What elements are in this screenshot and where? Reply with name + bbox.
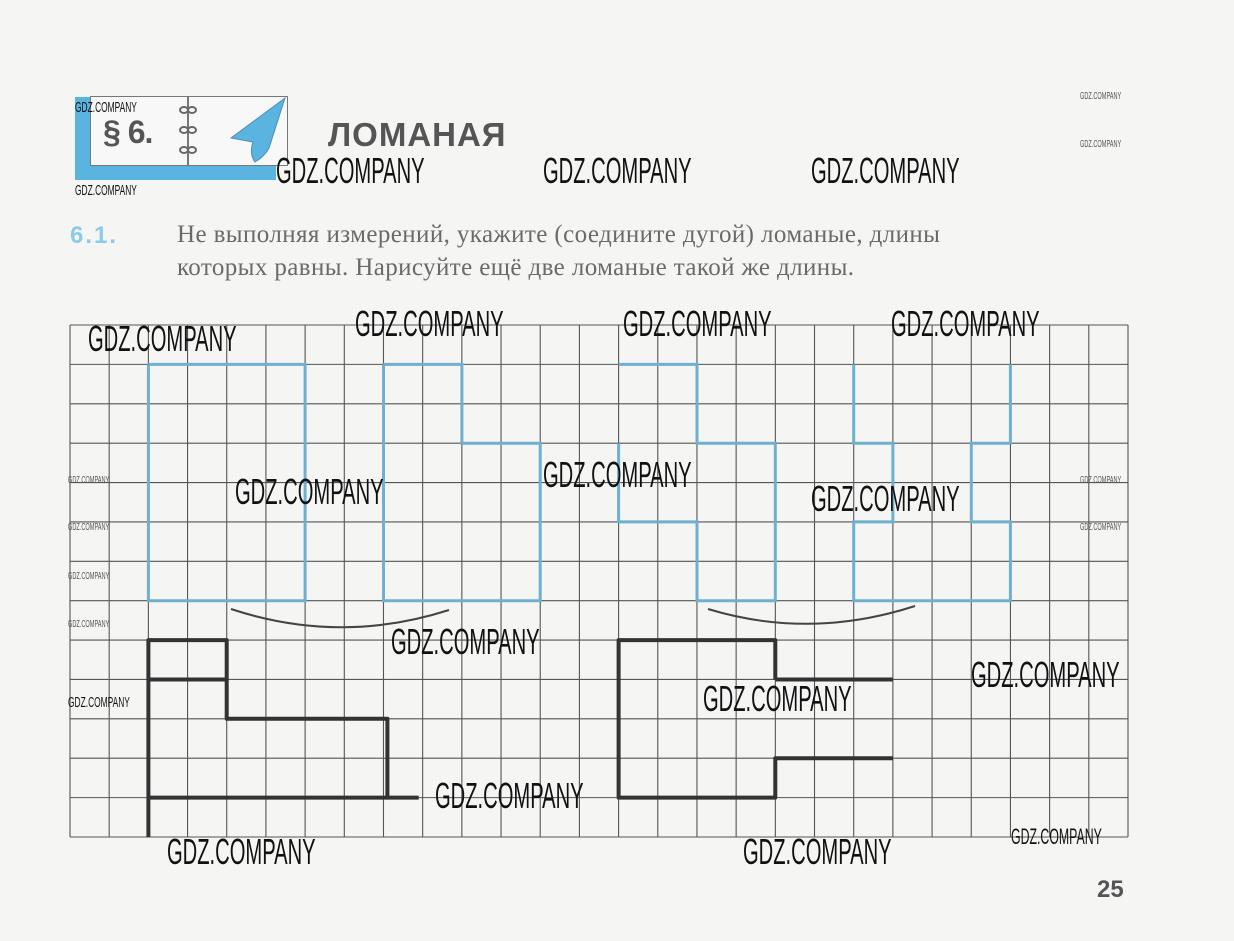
watermark-text: GDZ.COMPANY — [68, 571, 110, 582]
watermark-text: GDZ.COMPANY — [167, 831, 316, 872]
watermark-text: GDZ.COMPANY — [891, 303, 1040, 344]
watermark-text: GDZ.COMPANY — [1080, 522, 1122, 533]
section-number: § 6. — [103, 114, 153, 150]
watermark-text: GDZ.COMPANY — [1080, 475, 1122, 486]
watermark-text: GDZ.COMPANY — [68, 694, 130, 711]
watermark-text: GDZ.COMPANY — [543, 150, 692, 191]
printed-polyline — [852, 364, 1012, 603]
page-curl-icon — [229, 96, 286, 163]
watermark-text: GDZ.COMPANY — [543, 454, 692, 495]
exercise-text-line-1: Не выполняя измерений, укажите (соединит… — [177, 221, 941, 248]
watermark-text: GDZ.COMPANY — [811, 150, 960, 191]
watermark-text: GDZ.COMPANY — [75, 99, 137, 116]
watermark-text: GDZ.COMPANY — [68, 619, 110, 630]
watermark-text: GDZ.COMPANY — [68, 522, 110, 533]
watermark-text: GDZ.COMPANY — [971, 654, 1120, 695]
printed-polyline — [382, 362, 542, 603]
page-number: 25 — [1097, 876, 1124, 903]
spiral-rings-icon — [179, 106, 197, 154]
watermark-text: GDZ.COMPANY — [1080, 91, 1122, 102]
watermark-text: GDZ.COMPANY — [1080, 139, 1122, 150]
hand-drawn-polyline — [616, 638, 893, 800]
exercise-number: 6.1. — [70, 222, 119, 249]
watermark-text: GDZ.COMPANY — [811, 478, 960, 519]
watermark-text: GDZ.COMPANY — [88, 318, 237, 359]
accent-bar-horizontal — [75, 165, 276, 180]
connecting-arc — [230, 608, 450, 629]
watermark-text: GDZ.COMPANY — [435, 775, 584, 816]
hand-drawn-polyline — [146, 638, 390, 837]
watermark-text: GDZ.COMPANY — [68, 475, 110, 486]
section-header: § 6. ЛОМАНАЯ — [0, 0, 600, 200]
watermark-text: GDZ.COMPANY — [703, 678, 852, 719]
watermark-text: GDZ.COMPANY — [75, 182, 137, 199]
watermark-text: GDZ.COMPANY — [623, 303, 772, 344]
watermark-text: GDZ.COMPANY — [743, 831, 892, 872]
watermark-text: GDZ.COMPANY — [391, 621, 540, 662]
watermark-text: GDZ.COMPANY — [235, 471, 384, 512]
accent-bar-vertical — [75, 97, 90, 180]
printed-polyline — [146, 362, 307, 603]
printed-polyline — [617, 362, 777, 603]
exercise-text-line-2: которых равны. Нарисуйте ещё две ломаные… — [177, 254, 855, 281]
connecting-arc — [707, 605, 916, 625]
watermark-text: GDZ.COMPANY — [355, 303, 504, 344]
watermark-text: GDZ.COMPANY — [1011, 824, 1102, 849]
watermark-text: GDZ.COMPANY — [276, 150, 425, 191]
section-title: ЛОМАНАЯ — [328, 116, 507, 153]
